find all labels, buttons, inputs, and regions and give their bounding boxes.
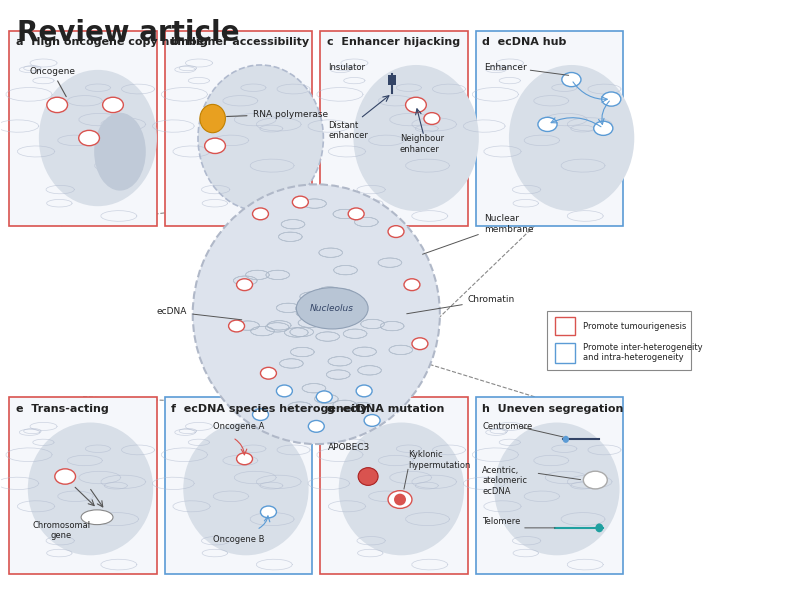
Text: Oncogene: Oncogene (30, 67, 75, 97)
Circle shape (406, 97, 426, 113)
FancyBboxPatch shape (547, 311, 691, 370)
Bar (555, 343, 575, 363)
Text: Enhancer: Enhancer (484, 63, 526, 72)
Circle shape (583, 471, 607, 489)
FancyBboxPatch shape (476, 31, 623, 226)
Ellipse shape (94, 113, 146, 190)
Ellipse shape (595, 524, 603, 533)
FancyBboxPatch shape (320, 31, 468, 226)
Bar (555, 317, 575, 335)
FancyBboxPatch shape (10, 397, 157, 574)
FancyBboxPatch shape (10, 31, 157, 226)
Bar (388, 75, 396, 85)
Circle shape (253, 208, 269, 220)
Circle shape (412, 338, 428, 350)
Circle shape (292, 196, 308, 208)
Circle shape (253, 409, 269, 420)
Ellipse shape (296, 288, 368, 329)
Text: Promote inter-heterogeneity
and intra-heterogeneity: Promote inter-heterogeneity and intra-he… (583, 343, 703, 362)
Circle shape (364, 415, 380, 426)
Ellipse shape (28, 422, 153, 555)
Text: d  ecDNA hub: d ecDNA hub (482, 37, 566, 47)
Text: RNA polymerase: RNA polymerase (226, 110, 328, 119)
Circle shape (388, 490, 412, 508)
Text: Kyklonic
hypermutation: Kyklonic hypermutation (408, 450, 470, 470)
FancyBboxPatch shape (476, 397, 623, 574)
Ellipse shape (183, 422, 309, 555)
Text: APOBEC3: APOBEC3 (328, 443, 370, 452)
FancyBboxPatch shape (320, 397, 468, 574)
Ellipse shape (200, 104, 226, 133)
Circle shape (388, 226, 404, 237)
Circle shape (348, 208, 364, 220)
Circle shape (562, 72, 581, 87)
Circle shape (261, 506, 277, 518)
Circle shape (261, 367, 277, 379)
FancyBboxPatch shape (165, 31, 312, 226)
Circle shape (205, 138, 226, 154)
Text: c  Enhancer hijacking: c Enhancer hijacking (326, 37, 460, 47)
Text: Acentric,
atelomeric
ecDNA: Acentric, atelomeric ecDNA (482, 466, 527, 496)
Ellipse shape (354, 65, 479, 211)
Text: g  ecDNA mutation: g ecDNA mutation (326, 404, 444, 414)
Text: Promote tumourigenesis: Promote tumourigenesis (583, 322, 686, 331)
Text: Chromosomal
gene: Chromosomal gene (32, 521, 90, 540)
Text: f  ecDNA species heterogeneity: f ecDNA species heterogeneity (171, 404, 368, 414)
Circle shape (78, 130, 99, 146)
Text: Centromere: Centromere (482, 422, 532, 431)
Circle shape (404, 279, 420, 291)
Ellipse shape (562, 436, 569, 443)
Circle shape (594, 121, 613, 135)
Ellipse shape (509, 65, 634, 211)
Text: b  Higher accessibility: b Higher accessibility (171, 37, 310, 47)
Text: e  Trans-acting: e Trans-acting (16, 404, 109, 414)
Ellipse shape (338, 422, 464, 555)
Circle shape (602, 92, 621, 106)
Circle shape (424, 113, 440, 125)
Text: Chromatin: Chromatin (406, 295, 515, 314)
Circle shape (308, 420, 324, 432)
Text: Telomere: Telomere (482, 517, 521, 527)
Ellipse shape (39, 70, 157, 206)
FancyBboxPatch shape (165, 397, 312, 574)
Ellipse shape (198, 65, 323, 211)
Circle shape (102, 97, 123, 113)
Circle shape (229, 320, 245, 332)
Text: Distant
enhancer: Distant enhancer (328, 120, 368, 140)
Ellipse shape (81, 510, 113, 525)
Circle shape (356, 385, 372, 397)
Text: Nuclear
membrane: Nuclear membrane (422, 214, 534, 254)
Text: h  Uneven segregation: h Uneven segregation (482, 404, 623, 414)
Circle shape (277, 385, 292, 397)
Text: Oncogene B: Oncogene B (213, 535, 264, 544)
Text: ecDNA: ecDNA (157, 307, 242, 320)
Ellipse shape (358, 468, 378, 486)
Text: Oncogene A: Oncogene A (213, 422, 264, 431)
Circle shape (316, 391, 332, 403)
Text: Neighbour
enhancer: Neighbour enhancer (400, 134, 444, 154)
Circle shape (538, 117, 557, 132)
Ellipse shape (193, 184, 440, 444)
Ellipse shape (394, 493, 406, 505)
Circle shape (237, 279, 253, 291)
Text: Insulator: Insulator (328, 63, 366, 72)
Ellipse shape (494, 422, 619, 555)
Text: Nucleolus: Nucleolus (310, 304, 354, 313)
Circle shape (55, 469, 75, 484)
Text: Review article: Review article (18, 19, 240, 47)
Text: a  High oncogene copy number: a High oncogene copy number (16, 37, 210, 47)
Circle shape (237, 453, 253, 465)
Circle shape (47, 97, 67, 113)
